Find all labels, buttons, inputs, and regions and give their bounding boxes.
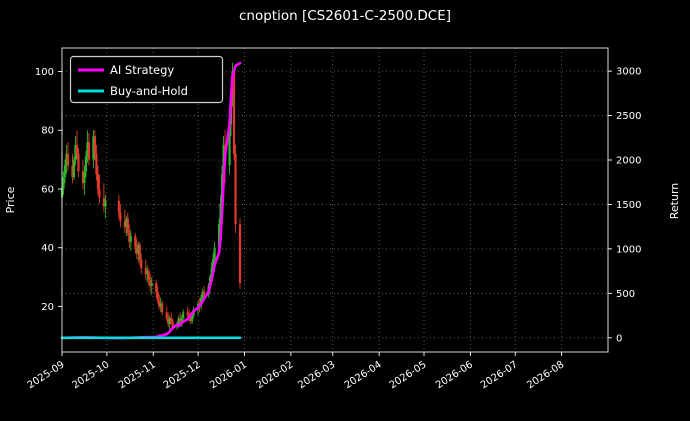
right-axis-tick-label: 3000 <box>616 67 641 78</box>
left-axis-tick-label: 20 <box>41 302 54 313</box>
x-axis-tick-label: 2026-08 <box>525 359 566 391</box>
left-axis-label: Price <box>4 186 17 213</box>
plot-border <box>61 47 609 353</box>
left-axis-tick-label: 60 <box>41 184 54 195</box>
legend-label: Buy-and-Hold <box>110 84 188 98</box>
gridlines <box>61 48 608 352</box>
right-axis-label: Return <box>668 183 681 220</box>
left-axis-tick-label: 40 <box>41 243 54 254</box>
right-axis-tick-label: 2500 <box>616 111 641 122</box>
left-axis-tick-label: 100 <box>35 67 54 78</box>
right-axis-tick-label: 500 <box>616 289 635 300</box>
x-axis-tick-label: 2026-06 <box>434 359 475 391</box>
x-axis-tick-label: 2025-12 <box>162 359 203 391</box>
right-axis-tick-label: 0 <box>616 333 622 344</box>
legend: AI Strategy Buy-and-Hold <box>69 55 224 104</box>
x-axis-tick-label: 2026-05 <box>388 359 429 391</box>
right-axis-tick-label: 2000 <box>616 156 641 167</box>
right-axis-tick-label: 1500 <box>616 200 641 211</box>
right-axis-tick-label: 1000 <box>616 244 641 255</box>
ai-strategy-line <box>60 61 242 340</box>
axis-ticks: 204060801000500100015002000250030002025-… <box>26 67 642 392</box>
x-axis-tick-label: 2026-04 <box>343 359 384 391</box>
chart-title: cnoption [CS2601-C-2500.DCE] <box>238 8 451 24</box>
x-axis-tick-label: 2026-01 <box>208 359 249 391</box>
x-axis-tick-label: 2026-03 <box>296 359 337 391</box>
x-axis-tick-label: 2025-09 <box>26 359 67 391</box>
x-axis-tick-label: 2025-10 <box>70 359 111 391</box>
x-axis-tick-label: 2025-11 <box>117 359 158 391</box>
left-axis-tick-label: 80 <box>41 126 54 137</box>
chart-plot-area: 204060801000500100015002000250030002025-… <box>26 47 642 392</box>
x-axis-tick-label: 2026-07 <box>479 359 520 391</box>
x-axis-tick-label: 2026-02 <box>254 359 295 391</box>
legend-label: AI Strategy <box>110 63 174 77</box>
